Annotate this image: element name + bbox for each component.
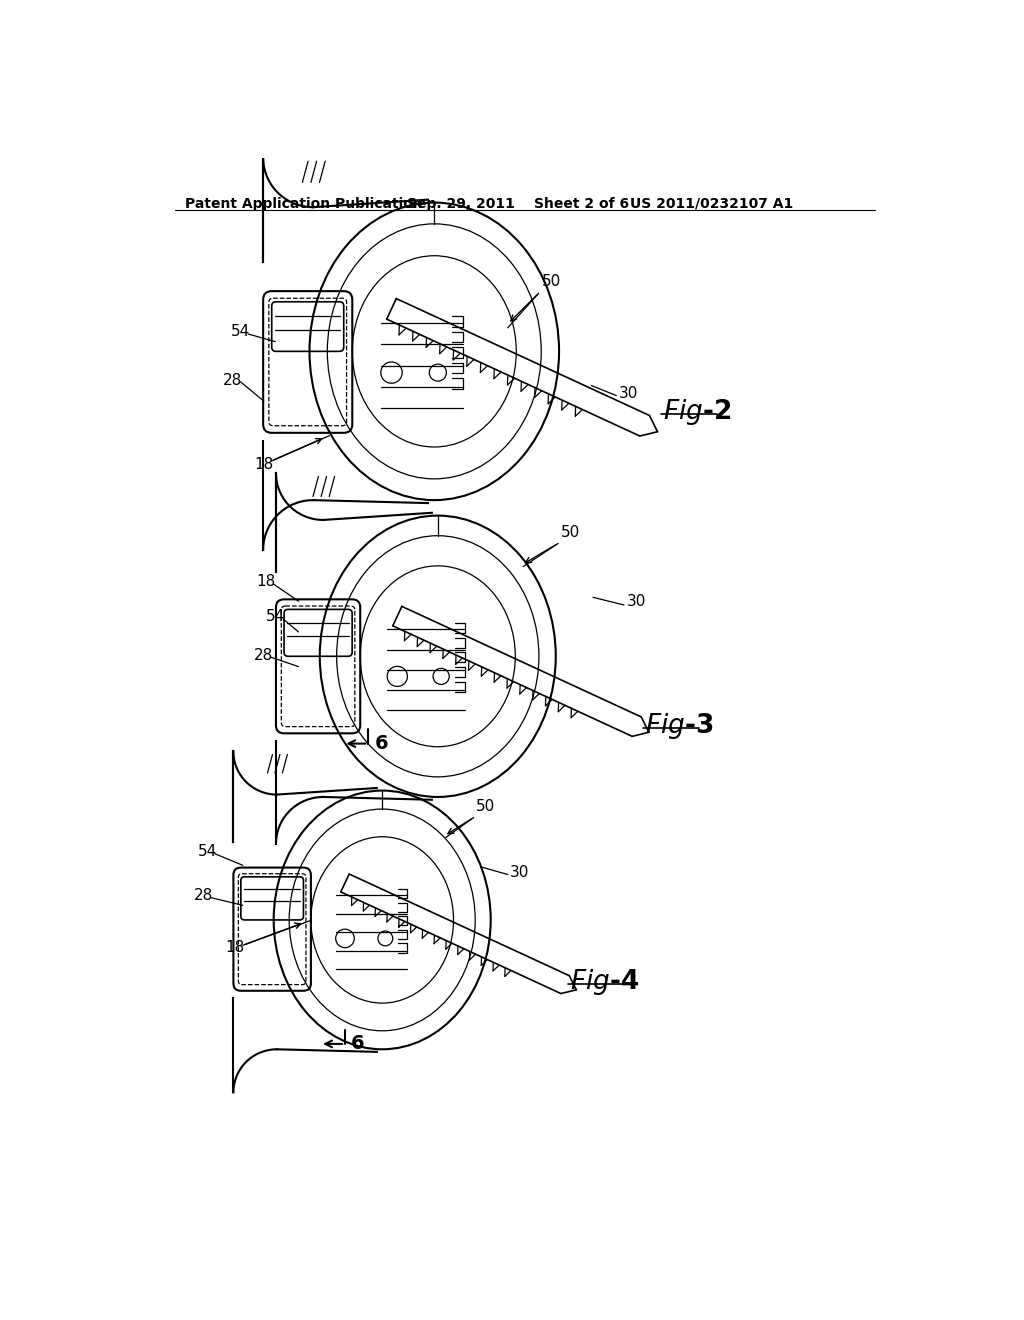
Text: 54: 54	[266, 609, 286, 624]
Text: 28: 28	[254, 648, 273, 663]
Text: 18: 18	[254, 457, 273, 471]
Text: 18: 18	[257, 574, 275, 590]
Text: 30: 30	[627, 594, 646, 610]
Text: 28: 28	[194, 888, 213, 903]
Text: Sheet 2 of 6: Sheet 2 of 6	[535, 197, 629, 211]
Text: 30: 30	[510, 865, 529, 879]
Text: $\it{Fig}$-3: $\it{Fig}$-3	[645, 711, 714, 742]
Text: 28: 28	[223, 372, 243, 388]
Text: 30: 30	[618, 385, 638, 401]
Text: Sep. 29, 2011: Sep. 29, 2011	[407, 197, 515, 211]
Text: 18: 18	[225, 940, 245, 956]
Text: US 2011/0232107 A1: US 2011/0232107 A1	[630, 197, 794, 211]
Text: 50: 50	[560, 524, 580, 540]
Text: $\it{Fig}$-4: $\it{Fig}$-4	[569, 966, 639, 997]
Text: Patent Application Publication: Patent Application Publication	[185, 197, 423, 211]
Text: 54: 54	[231, 325, 250, 339]
Text: 6: 6	[351, 1035, 365, 1053]
Text: $\it{Fig}$-2: $\it{Fig}$-2	[663, 397, 731, 428]
Text: 50: 50	[476, 799, 496, 813]
Text: 6: 6	[375, 734, 388, 754]
Text: 54: 54	[198, 843, 217, 859]
Text: 50: 50	[542, 275, 561, 289]
